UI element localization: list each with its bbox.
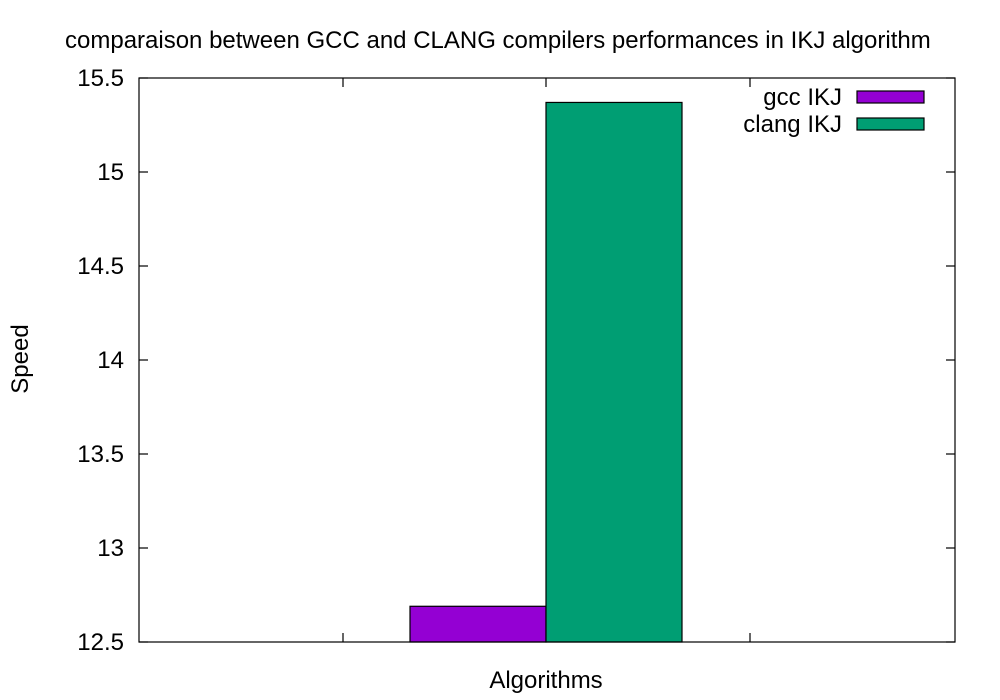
y-tick-label: 13 — [97, 535, 124, 562]
y-tick-label: 14 — [97, 347, 124, 374]
y-axis-label: Speed — [7, 324, 34, 393]
y-tick-label: 15.5 — [77, 65, 124, 92]
y-tick-label: 15 — [97, 159, 124, 186]
legend-label: clang IKJ — [743, 111, 842, 138]
plot-frame — [138, 77, 956, 643]
legend-label: gcc IKJ — [763, 84, 842, 111]
legend-swatch — [856, 117, 925, 131]
bars — [409, 101, 683, 643]
y-tick-label: 13.5 — [77, 441, 124, 468]
x-axis-label: Algorithms — [489, 667, 602, 694]
chart-title: comparaison between GCC and CLANG compil… — [65, 27, 931, 54]
y-tick-label: 14.5 — [77, 253, 124, 280]
bar-clang-ikj — [545, 101, 683, 643]
legend-swatch — [856, 90, 925, 104]
bar-gcc-ikj — [409, 605, 547, 643]
y-ticks: 12.5 13 13.5 14 14.5 15 15.5 — [77, 65, 955, 656]
y-tick-label: 12.5 — [77, 629, 124, 656]
